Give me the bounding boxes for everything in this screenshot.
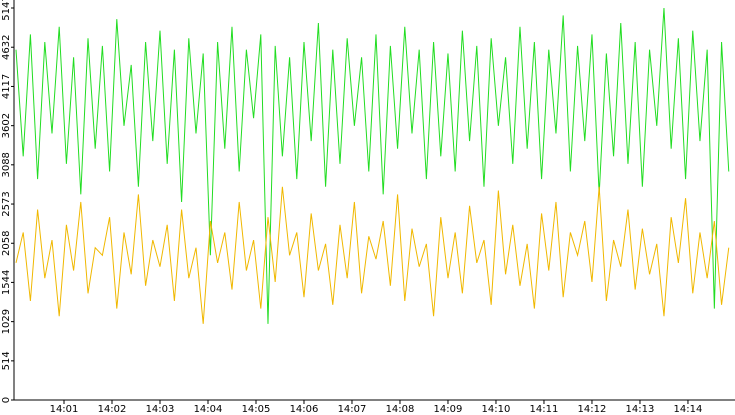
x-tick-label: 14:08 bbox=[386, 404, 415, 415]
x-tick-label: 14:01 bbox=[50, 404, 79, 415]
x-tick-label: 14:04 bbox=[194, 404, 223, 415]
y-tick-label: 0 bbox=[1, 397, 12, 403]
x-tick-label: 14:14 bbox=[674, 404, 703, 415]
y-tick-label: 2573 bbox=[1, 191, 12, 216]
x-tick-label: 14:06 bbox=[290, 404, 319, 415]
x-tick-label: 14:12 bbox=[578, 404, 607, 415]
y-tick-label: 4117 bbox=[1, 74, 12, 99]
series-line bbox=[15, 7, 730, 324]
y-tick-label: 2058 bbox=[1, 231, 12, 256]
x-tick-label: 14:11 bbox=[530, 404, 559, 415]
x-tick-label: 14:03 bbox=[146, 404, 175, 415]
y-tick-label: 1029 bbox=[1, 309, 12, 334]
x-tick-label: 14:05 bbox=[242, 404, 271, 415]
y-tick-label: 4632 bbox=[1, 34, 12, 59]
x-tick-label: 14:07 bbox=[338, 404, 367, 415]
y-tick-label: 3088 bbox=[1, 152, 12, 177]
y-tick-label: 1544 bbox=[1, 270, 12, 295]
y-tick-label: 514 bbox=[1, 351, 12, 370]
x-tick-label: 14:09 bbox=[434, 404, 463, 415]
series-line bbox=[15, 186, 730, 324]
x-tick-label: 14:02 bbox=[98, 404, 127, 415]
y-tick-label: 5147 bbox=[1, 0, 12, 21]
x-tick-label: 14:10 bbox=[482, 404, 511, 415]
x-tick-label: 14:13 bbox=[626, 404, 655, 415]
y-tick-label: 3602 bbox=[1, 113, 12, 138]
